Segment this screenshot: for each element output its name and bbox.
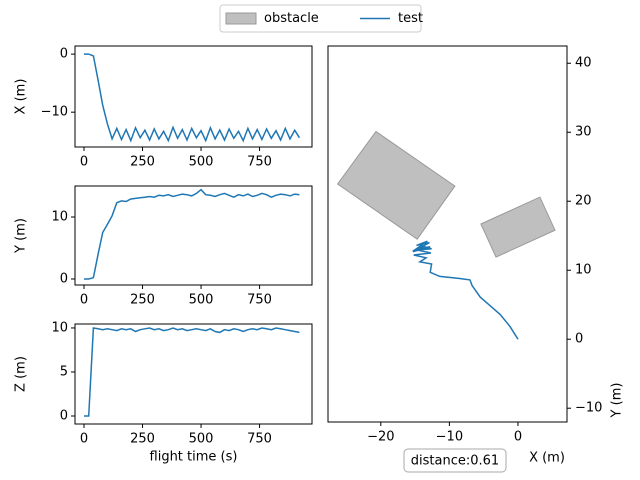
axes-frame [327, 45, 568, 423]
annotation-box [403, 448, 507, 473]
y-axis-label: Z (m) [14, 356, 29, 392]
x-tick-label: 250 [130, 432, 155, 447]
axes-frame [74, 185, 313, 286]
data-line [84, 188, 300, 280]
y-tick-label: −10 [41, 105, 68, 120]
x-tick-label: 500 [189, 293, 214, 308]
y-tick-label: 0 [60, 47, 68, 62]
y-tick-label: 0 [60, 271, 68, 286]
trajectory-line [411, 240, 519, 340]
x-tick-label: 0 [80, 432, 88, 447]
y-tick-label: 20 [575, 194, 592, 209]
x-tick-label: 0 [80, 155, 88, 170]
legend-patch [225, 12, 257, 25]
x-tick-label: 500 [189, 155, 214, 170]
x-tick-label: −20 [367, 430, 394, 445]
y-tick-label: 10 [51, 320, 68, 335]
legend-label: test [398, 11, 423, 26]
x-tick-label: 750 [247, 293, 272, 308]
x-axis-label: flight time (s) [150, 450, 238, 465]
x-tick-label: 500 [189, 432, 214, 447]
y-tick-label: 10 [51, 209, 68, 224]
y-axis-label: X (m) [14, 79, 29, 115]
legend-label: obstacle [264, 11, 319, 26]
x-tick-label: 750 [247, 432, 272, 447]
axes-frame [74, 45, 313, 148]
y-tick-label: 0 [575, 332, 583, 347]
x-tick-label: 0 [80, 293, 88, 308]
data-line [84, 53, 301, 143]
x-tick-label: 250 [130, 155, 155, 170]
legend-frame [219, 4, 422, 33]
x-tick-label: 0 [514, 430, 522, 445]
x-axis-label: X (m) [529, 451, 565, 466]
y-tick-label: −10 [575, 401, 602, 416]
data-line [84, 327, 300, 417]
x-tick-label: 750 [247, 155, 272, 170]
y-tick-label: 0 [60, 408, 68, 423]
obstacle [480, 196, 556, 258]
x-tick-label: −10 [436, 430, 463, 445]
y-tick-label: 30 [575, 125, 592, 140]
y-axis-label: Y (m) [14, 218, 29, 254]
x-tick-label: 250 [130, 293, 155, 308]
axes-frame [74, 323, 313, 425]
y-tick-label: 10 [575, 263, 592, 278]
annotation: distance:0.61 [411, 454, 499, 469]
y-tick-label: 5 [60, 364, 68, 379]
obstacle [336, 130, 456, 240]
y-tick-label: 40 [575, 56, 592, 71]
y-axis-label: Y (m) [610, 383, 625, 419]
